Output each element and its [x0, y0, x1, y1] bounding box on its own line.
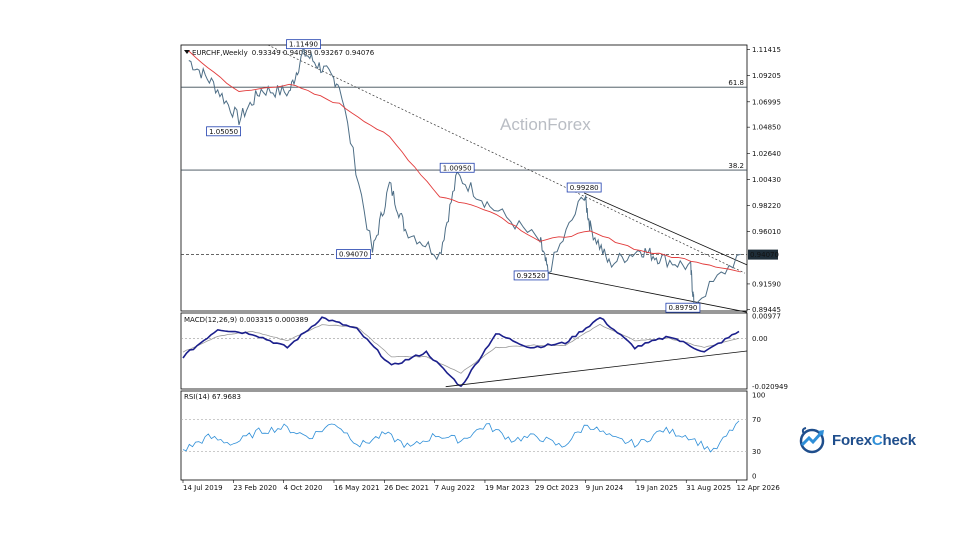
macd-axis-label: -0.020949 — [752, 383, 788, 391]
macd-panel — [180, 312, 748, 390]
forexcheck-logo: ForexCheck — [798, 424, 916, 456]
price-label-box — [439, 162, 475, 173]
time-axis-label: 16 May 2021 — [334, 484, 380, 492]
macd-trendline — [445, 350, 748, 388]
price-axis-label: 0.96010 — [752, 228, 781, 236]
current-price-tag — [748, 249, 778, 260]
price-axis-label: 1.06995 — [752, 98, 781, 106]
fib-level-label: 61.8 — [728, 79, 744, 87]
time-axis-label: 23 Feb 2020 — [233, 484, 277, 492]
time-axis-label: 19 Mar 2023 — [485, 484, 529, 492]
time-axis-label: 9 Jun 2024 — [586, 484, 624, 492]
price-label-box — [336, 249, 371, 260]
price-axis-label: 0.98220 — [752, 202, 781, 210]
price-label-text: 0.89790 — [668, 304, 697, 312]
wedge-lower-line — [548, 272, 748, 313]
rsi-axis-label: 70 — [752, 416, 761, 424]
wedge-upper-line — [584, 192, 748, 266]
price-panel — [180, 44, 748, 312]
price-label-box — [513, 270, 549, 281]
price-label-box — [286, 39, 321, 50]
macd-axis-label: 0.00 — [752, 335, 768, 343]
macd-main-line — [182, 316, 740, 388]
price-axis-label: 1.04850 — [752, 124, 781, 132]
fib-level-label: 38.2 — [728, 162, 744, 170]
price-label-text: 0.99280 — [570, 184, 599, 192]
time-axis-label: 14 Jul 2019 — [183, 484, 223, 492]
watermark: ActionForex — [500, 115, 591, 134]
price-axis-label: 1.02640 — [752, 150, 781, 158]
price-axis-label: 1.09205 — [752, 72, 781, 80]
price-label-text: 1.00950 — [443, 164, 472, 172]
price-axis-label: 1.11415 — [752, 46, 781, 54]
time-axis-label: 31 Aug 2025 — [686, 484, 731, 492]
time-axis-label: 26 Dec 2021 — [384, 484, 429, 492]
current-price-tag-text: 0.94070 — [750, 251, 779, 259]
macd-signal-line — [182, 323, 740, 374]
symbol-label: EURCHF,Weekly 0.93349 0.94089 0.93267 0.9… — [192, 49, 375, 57]
price-label-box — [665, 302, 701, 313]
ema-series-line — [188, 50, 741, 273]
price-series-line — [188, 45, 741, 309]
price-label-text: 0.94070 — [339, 251, 368, 259]
price-axis-label: 1.00430 — [752, 176, 781, 184]
price-label-text: 1.11490 — [289, 41, 318, 49]
rsi-axis-label: 100 — [752, 392, 765, 400]
bull-globe-logo-icon — [799, 427, 825, 454]
price-axis-label: 0.89445 — [752, 306, 781, 314]
time-axis-label: 12 Apr 2026 — [737, 484, 781, 492]
logo-text: ForexCheck — [832, 431, 916, 449]
price-axis-label: 0.91590 — [752, 280, 781, 288]
rsi-label: RSI(14) 67.9683 — [184, 393, 241, 401]
rsi-line — [182, 420, 740, 453]
macd-label: MACD(12,26,9) 0.003315 0.000389 — [184, 316, 308, 324]
time-axis-label: 4 Oct 2020 — [284, 484, 323, 492]
time-axis-label: 19 Jan 2025 — [636, 484, 678, 492]
collapse-arrow-icon[interactable] — [184, 50, 190, 54]
rsi-axis-label: 30 — [752, 448, 761, 456]
rsi-axis-label: 0 — [752, 473, 756, 481]
dotted-trendline — [267, 44, 746, 274]
price-label-box — [566, 182, 602, 193]
price-label-box — [206, 126, 241, 137]
time-axis-label: 29 Oct 2023 — [535, 484, 578, 492]
price-label-text: 1.05050 — [209, 128, 238, 136]
price-label-text: 0.92520 — [517, 272, 546, 280]
time-axis-label: 7 Aug 2022 — [435, 484, 475, 492]
rsi-panel — [180, 390, 748, 481]
macd-axis-label: 0.00977 — [752, 312, 781, 320]
